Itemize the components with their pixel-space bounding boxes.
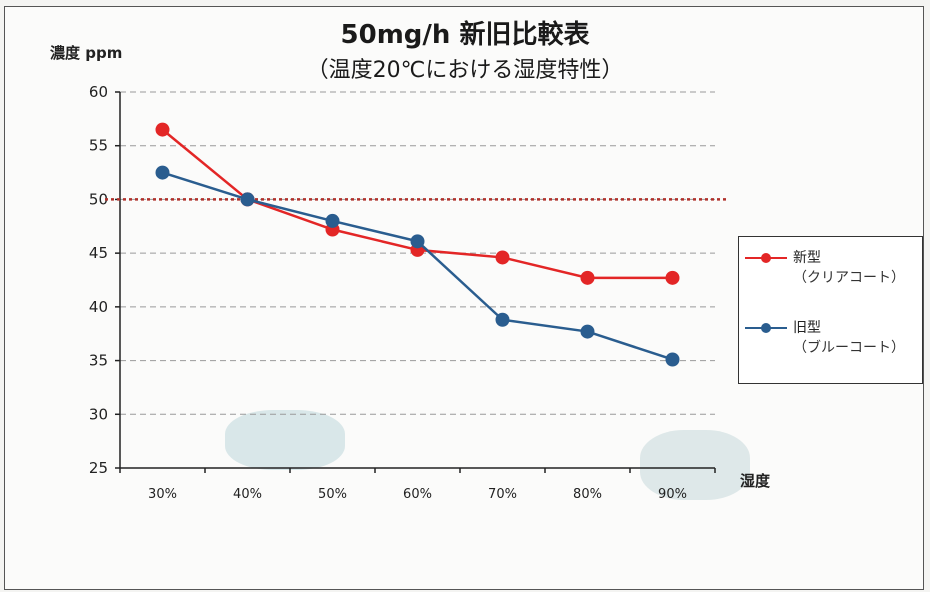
data-point-new: [495, 250, 510, 265]
legend: 新型 （クリアコート） 旧型 （ブルーコート）: [738, 236, 923, 384]
y-tick-label: 50: [89, 190, 108, 208]
data-point-old: [495, 312, 510, 327]
legend-sublabel-new: （クリアコート）: [793, 270, 905, 286]
x-axis-label: 湿度: [740, 472, 771, 490]
legend-label-new: 新型: [793, 250, 821, 266]
data-point-new: [155, 122, 170, 137]
data-point-old: [325, 213, 340, 228]
background-photo-smudge: [640, 430, 750, 500]
x-tick-label: 90%: [658, 487, 687, 502]
legend-item-new: 新型 （クリアコート）: [745, 245, 920, 289]
data-point-old: [155, 165, 170, 180]
y-tick-label: 35: [89, 352, 108, 370]
legend-marker-new: [761, 253, 771, 263]
y-tick-label: 55: [89, 137, 108, 155]
y-tick-label: 45: [89, 244, 108, 262]
legend-marker-old: [761, 323, 771, 333]
legend-swatch-new: [745, 251, 787, 265]
legend-item-old: 旧型 （ブルーコート）: [745, 315, 920, 359]
data-point-old: [240, 192, 255, 207]
x-tick-label: 30%: [148, 487, 177, 502]
y-axis-label: 濃度 ppm: [50, 44, 123, 62]
y-tick-label: 25: [89, 459, 108, 477]
data-point-old: [580, 324, 595, 339]
x-tick-label: 50%: [318, 487, 347, 502]
legend-label-old: 旧型: [793, 320, 821, 336]
legend-swatch-old: [745, 321, 787, 335]
x-tick-label: 70%: [488, 487, 517, 502]
data-point-old: [410, 234, 425, 249]
x-tick-label: 60%: [403, 487, 432, 502]
data-point-new: [665, 270, 680, 285]
data-point-new: [580, 270, 595, 285]
y-tick-label: 30: [89, 405, 108, 423]
x-tick-label: 40%: [233, 487, 262, 502]
y-tick-label: 60: [89, 83, 108, 101]
chart-subtitle: （温度20℃における湿度特性）: [306, 58, 624, 83]
background-photo-smudge: [225, 410, 345, 470]
chart-title: 50mg/h 新旧比較表: [340, 20, 590, 50]
y-tick-label: 40: [89, 298, 108, 316]
data-point-old: [665, 352, 680, 367]
legend-sublabel-old: （ブルーコート）: [793, 340, 905, 356]
x-tick-label: 80%: [573, 487, 602, 502]
